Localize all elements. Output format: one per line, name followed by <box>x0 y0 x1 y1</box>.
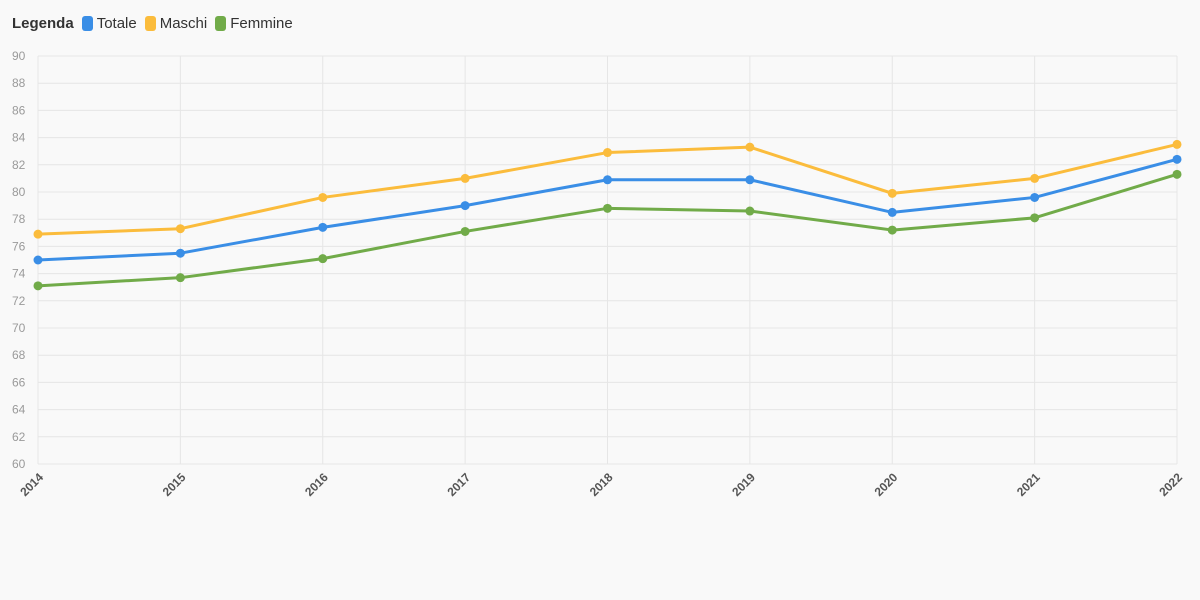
data-point-femmine[interactable] <box>318 254 328 264</box>
y-axis-ticks: 60 62 64 66 68 70 72 74 76 78 80 82 84 86 88 90 <box>12 49 26 471</box>
legend-label-maschi: Maschi <box>159 14 208 32</box>
y-tick-label: 66 <box>12 375 26 389</box>
data-point-maschi[interactable] <box>745 142 755 152</box>
data-point-femmine[interactable] <box>603 203 612 213</box>
legend-item-femmine[interactable]: Femmine <box>215 15 293 32</box>
data-point-totale[interactable] <box>1030 192 1040 202</box>
data-point-maschi[interactable] <box>175 224 185 234</box>
data-point-totale[interactable] <box>887 207 897 217</box>
data-point-femmine[interactable] <box>745 206 755 216</box>
y-tick-label: 82 <box>12 158 26 172</box>
y-tick-label: 64 <box>12 403 26 417</box>
data-point-totale[interactable] <box>603 175 612 185</box>
y-tick-label: 78 <box>12 212 26 226</box>
legend-item-maschi[interactable]: Maschi <box>144 14 208 32</box>
y-tick-label: 72 <box>12 294 26 308</box>
data-point-totale[interactable] <box>460 201 470 211</box>
legend-swatch-totale <box>81 15 93 31</box>
y-tick-label: 76 <box>12 239 26 253</box>
y-tick-label: 60 <box>12 457 26 471</box>
x-tick-label: 2015 <box>160 470 189 499</box>
data-point-maschi[interactable] <box>318 192 328 202</box>
data-point-femmine[interactable] <box>1030 213 1040 223</box>
legend-swatch-maschi <box>144 15 156 31</box>
y-tick-label: 62 <box>12 430 26 444</box>
y-tick-label: 90 <box>12 49 26 63</box>
x-tick-label: 2021 <box>1014 470 1043 499</box>
legend-label-femmine: Femmine <box>230 14 293 32</box>
x-tick-label: 2019 <box>729 470 758 499</box>
x-tick-label: 2022 <box>1156 470 1185 499</box>
data-point-femmine[interactable] <box>1172 169 1182 179</box>
data-point-totale[interactable] <box>1172 154 1182 164</box>
legend-label-totale: Totale <box>96 14 137 32</box>
y-tick-label: 84 <box>12 131 26 145</box>
x-axis-ticks: 2014 2015 2016 2017 2018 2019 2020 2021 2022 <box>17 470 1185 499</box>
data-point-femmine[interactable] <box>460 226 470 236</box>
x-tick-label: 2017 <box>444 470 473 499</box>
y-tick-label: 74 <box>12 267 26 281</box>
x-tick-label: 2020 <box>872 470 901 499</box>
data-point-totale[interactable] <box>318 222 328 232</box>
data-point-maschi[interactable] <box>1030 173 1040 183</box>
legend-item-totale[interactable]: Totale <box>81 14 137 32</box>
chart-grid <box>37 55 1178 465</box>
data-point-maschi[interactable] <box>887 188 897 198</box>
x-tick-label: 2016 <box>302 470 331 499</box>
y-tick-label: 70 <box>12 321 26 335</box>
data-point-femmine[interactable] <box>175 273 185 283</box>
legend-title: Legenda <box>12 14 74 32</box>
x-tick-label: 2014 <box>17 470 46 499</box>
y-tick-label: 88 <box>12 76 26 90</box>
chart-legend: Legenda Totale Maschi Femmine <box>12 12 301 34</box>
x-tick-label: 2018 <box>587 470 616 499</box>
data-point-totale[interactable] <box>175 248 185 258</box>
y-tick-label: 86 <box>12 103 26 117</box>
data-point-maschi[interactable] <box>460 173 470 183</box>
y-tick-label: 68 <box>12 348 26 362</box>
data-point-maschi[interactable] <box>1172 139 1182 149</box>
data-point-totale[interactable] <box>745 175 755 185</box>
data-point-totale[interactable] <box>33 255 43 265</box>
data-point-femmine[interactable] <box>887 225 897 235</box>
series-points <box>33 139 1182 291</box>
y-tick-label: 80 <box>12 185 26 199</box>
data-point-maschi[interactable] <box>33 229 43 239</box>
legend-swatch-femmine <box>215 15 227 31</box>
data-point-maschi[interactable] <box>603 148 612 158</box>
data-point-femmine[interactable] <box>33 281 43 291</box>
